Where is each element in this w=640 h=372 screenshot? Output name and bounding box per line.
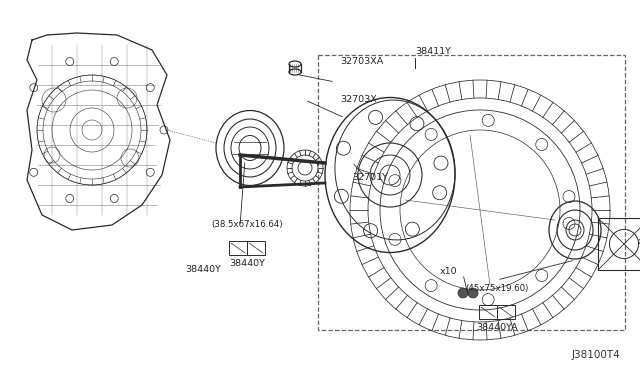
Text: 32703XA: 32703XA [340, 58, 383, 67]
Text: 38440Y: 38440Y [185, 266, 221, 275]
Text: J38100T4: J38100T4 [572, 350, 620, 360]
Text: x10: x10 [440, 267, 458, 276]
Text: (38.5x67x16.64): (38.5x67x16.64) [211, 219, 283, 228]
Circle shape [468, 288, 478, 298]
Bar [479, 305, 497, 319]
Bar [598, 218, 640, 270]
Bar [497, 305, 515, 319]
Bar [247, 241, 265, 255]
Text: 38411Y: 38411Y [415, 48, 451, 57]
Text: 32701Y: 32701Y [352, 173, 388, 183]
Text: (45x75x19.60): (45x75x19.60) [465, 283, 529, 292]
Text: 38440Y: 38440Y [229, 259, 265, 268]
Circle shape [458, 288, 468, 298]
Text: x6: x6 [638, 237, 640, 247]
Text: 38440YA: 38440YA [476, 323, 518, 332]
Text: 32703X: 32703X [340, 96, 377, 105]
Bar [229, 241, 247, 255]
Bar [318, 55, 625, 330]
